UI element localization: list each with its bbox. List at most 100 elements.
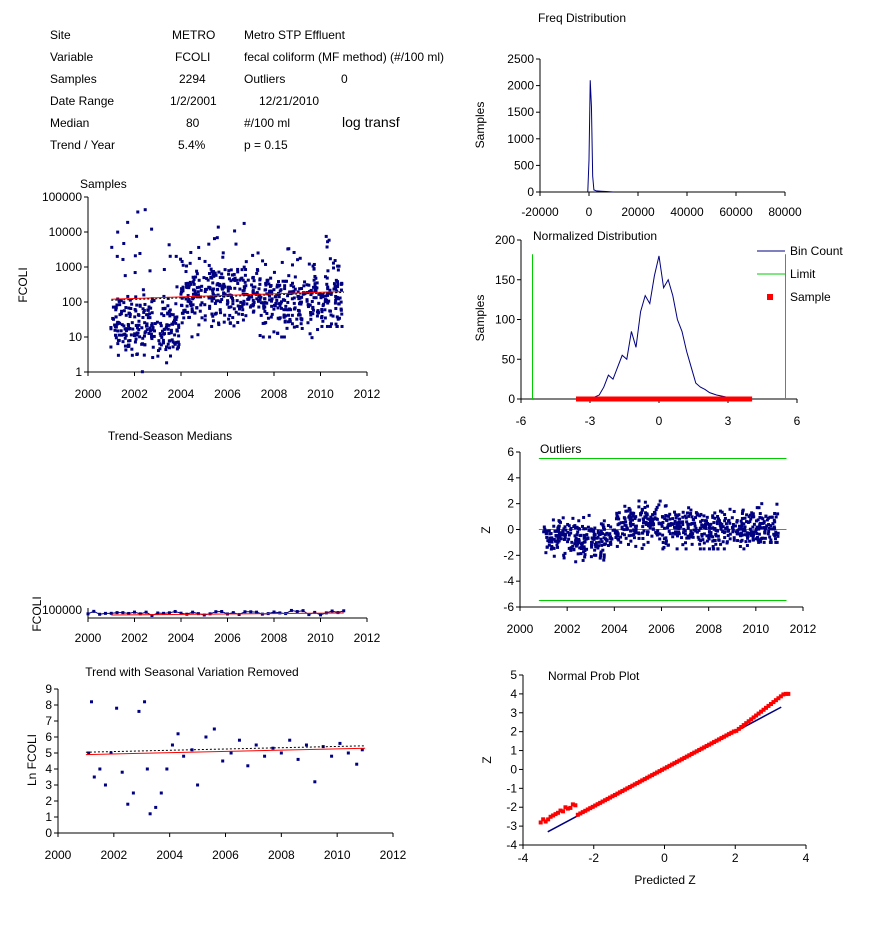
samples-point: [147, 305, 151, 309]
samples-point: [222, 291, 226, 295]
samples-point: [208, 287, 212, 291]
samples-point: [126, 294, 130, 298]
outliers-point: [726, 533, 730, 537]
outliers-point: [705, 515, 709, 519]
samples-point: [180, 321, 184, 325]
outliers-point: [751, 535, 755, 539]
normal-prob-y-label: Z: [480, 756, 494, 763]
outliers-point: [714, 529, 718, 533]
outliers-point: [599, 522, 603, 526]
samples-point: [142, 353, 146, 357]
outliers-point: [749, 517, 753, 521]
samples-point: [165, 361, 169, 365]
outliers-point: [719, 527, 723, 531]
outliers-point: [709, 534, 713, 538]
samples-point: [203, 314, 207, 318]
outliers-point: [542, 530, 546, 534]
samples-point: [164, 325, 168, 329]
samples-point: [243, 286, 247, 290]
normal-prob-point: [731, 729, 736, 734]
samples-point: [261, 321, 265, 325]
outliers-point: [683, 514, 687, 518]
outliers-point: [761, 517, 765, 521]
samples-point: [122, 309, 126, 313]
samples-point: [251, 285, 255, 289]
samples-point: [145, 322, 149, 326]
samples-point: [336, 317, 340, 321]
samples-point: [148, 326, 152, 330]
samples-point: [218, 308, 222, 312]
outliers-point: [745, 513, 749, 517]
samples-point: [325, 324, 329, 328]
normal-prob-y-tick-label: 4: [510, 687, 517, 701]
outliers-point: [742, 522, 746, 526]
outliers-point: [649, 515, 653, 519]
normalized-y-tick-label: 150: [495, 273, 515, 287]
freq-series-line: [587, 80, 614, 193]
outliers-point: [633, 517, 637, 521]
outliers-point: [712, 547, 716, 551]
samples-point: [195, 286, 199, 290]
normal-prob-point: [627, 785, 632, 790]
samples-point: [236, 270, 240, 274]
outliers-point: [701, 525, 705, 529]
samples-point: [127, 339, 131, 343]
outliers-point: [545, 529, 549, 533]
outliers-point: [692, 528, 696, 532]
outliers-point: [580, 543, 584, 547]
outliers-point: [738, 544, 742, 548]
samples-point: [140, 370, 144, 374]
outliers-point: [776, 534, 780, 538]
samples-point: [176, 340, 180, 344]
outliers-point: [697, 537, 701, 541]
outliers-point: [720, 522, 724, 526]
outliers-point: [759, 537, 763, 541]
outliers-point: [583, 540, 587, 544]
outliers-point: [582, 536, 586, 540]
outliers-point: [547, 529, 551, 533]
samples-point: [151, 326, 155, 330]
samples-point: [233, 286, 237, 290]
site-code: METRO: [172, 28, 216, 42]
samples-point: [195, 269, 199, 273]
outliers-point: [570, 540, 574, 544]
outliers-point: [717, 538, 721, 542]
normal-prob-point: [647, 774, 652, 779]
normal-prob-point: [672, 761, 677, 766]
outliers-point: [689, 529, 693, 533]
outliers-point: [739, 519, 743, 523]
trend-removed-trend-line-dotted: [85, 745, 366, 753]
samples-point: [160, 329, 164, 333]
samples-point: [207, 285, 211, 289]
outliers-point: [699, 512, 703, 516]
outliers-point: [683, 541, 687, 545]
outliers-y-tick-label: -2: [503, 548, 514, 562]
samples-point: [207, 296, 211, 300]
normal-prob-point: [615, 791, 620, 796]
outliers-point: [591, 528, 595, 532]
outliers-point: [762, 520, 766, 524]
outliers-point: [634, 531, 638, 535]
samples-point: [277, 317, 281, 321]
samples-point: [203, 290, 207, 294]
samples-point: [174, 318, 178, 322]
outliers-point: [616, 515, 620, 519]
outliers-point: [714, 542, 718, 546]
outliers-point: [690, 515, 694, 519]
freq-y-tick-label: 500: [514, 158, 534, 172]
outliers-point: [758, 512, 762, 516]
samples-point: [300, 317, 304, 321]
samples-point: [146, 308, 150, 312]
outliers-point: [622, 516, 626, 520]
samples-point: [244, 284, 248, 288]
outliers-point: [697, 528, 701, 532]
trend-removed-point: [90, 700, 93, 704]
samples-point: [167, 323, 171, 327]
outliers-point: [774, 530, 778, 534]
normalized-y-tick-label: 200: [495, 233, 515, 247]
samples-point: [270, 299, 274, 303]
normal-prob-point: [620, 788, 625, 793]
outliers-point: [740, 516, 744, 520]
samples-point: [254, 292, 258, 296]
samples-point: [211, 281, 215, 285]
